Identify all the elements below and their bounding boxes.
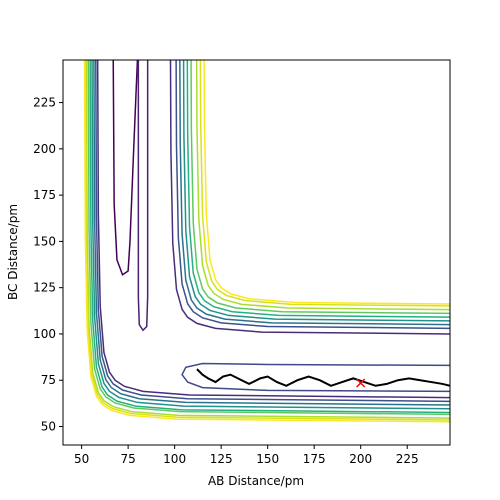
contour-line [83,60,450,423]
contour-line [179,60,450,326]
y-tick-label: 150 [33,234,56,248]
y-tick-label: 100 [33,327,56,341]
marker [356,378,366,388]
contour-line [169,60,450,335]
x-tick-label: 50 [74,452,89,466]
contour-line [93,60,450,406]
y-tick-label: 75 [41,373,56,387]
contour-line [91,60,450,410]
x-tick-label: 225 [396,452,419,466]
y-tick-label: 50 [41,419,56,433]
contour-line [95,60,450,403]
contour-line [96,60,450,399]
y-tick-label: 225 [33,96,56,110]
contour-line [89,60,450,414]
contour-line [137,60,149,332]
x-tick-label: 175 [303,452,326,466]
axes-frame [62,59,451,446]
contour-line [190,60,450,315]
contour-line [186,60,450,318]
x-tick-label: 75 [120,452,135,466]
x-tick-label: 125 [210,452,233,466]
x-tick-label: 150 [256,452,279,466]
y-tick-label: 200 [33,142,56,156]
contour-line [112,60,139,276]
x-tick-label: 100 [163,452,186,466]
contour-line [203,60,450,305]
contour-line [195,60,450,311]
contour-line [87,60,450,416]
contour-line [181,362,450,393]
contour-line [182,60,450,322]
y-tick-label: 125 [33,281,56,295]
contour-line [199,60,450,307]
y-axis-label: BC Distance/pm [6,204,20,300]
trajectory [196,368,450,387]
contour-line [84,60,450,421]
x-tick-label: 200 [349,452,372,466]
plot-area [83,60,450,423]
contour-line [85,60,450,419]
x-axis-label: AB Distance/pm [208,474,304,488]
contour-line [175,60,450,330]
y-tick-label: 175 [33,188,56,202]
